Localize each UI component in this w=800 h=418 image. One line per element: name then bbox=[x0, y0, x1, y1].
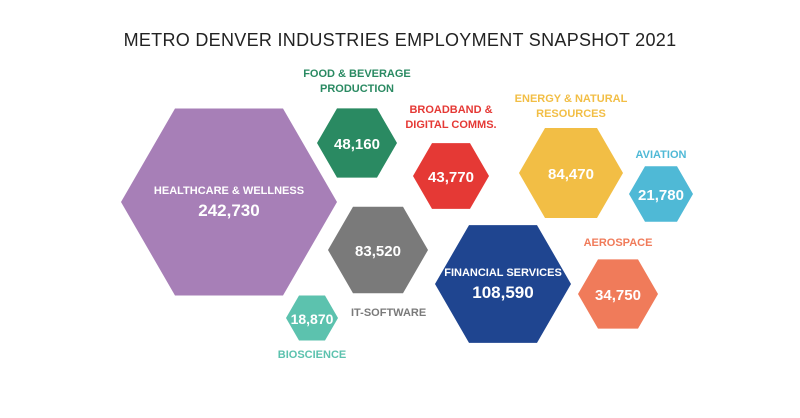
label-broadband-value: 43,770 bbox=[428, 169, 474, 186]
chart-title: METRO DENVER INDUSTRIES EMPLOYMENT SNAPS… bbox=[123, 30, 677, 50]
hex-it: 83,520 IT-SOFTWARE bbox=[328, 206, 428, 319]
label-aviation-value: 21,780 bbox=[638, 187, 684, 204]
hex-energy: 84,470 ENERGY & NATURAL RESOURCES bbox=[515, 93, 628, 218]
label-energy-name-0: ENERGY & NATURAL bbox=[515, 93, 628, 105]
hexagon-healthcare bbox=[121, 108, 337, 296]
hex-healthcare: HEALTHCARE & WELLNESS 242,730 bbox=[121, 108, 337, 296]
hexagon-food bbox=[317, 108, 397, 178]
hex-food: 48,160 FOOD & BEVERAGE PRODUCTION bbox=[303, 68, 411, 178]
label-broadband-name-1: DIGITAL COMMS. bbox=[405, 119, 496, 131]
label-it-value: 83,520 bbox=[355, 243, 401, 260]
label-healthcare-name: HEALTHCARE & WELLNESS bbox=[154, 185, 304, 197]
label-financial-name: FINANCIAL SERVICES bbox=[444, 267, 562, 279]
label-bioscience-name: BIOSCIENCE bbox=[278, 349, 346, 361]
label-financial-value: 108,590 bbox=[472, 283, 533, 302]
label-bioscience-value: 18,870 bbox=[291, 311, 334, 327]
label-broadband-name-0: BROADBAND & bbox=[409, 104, 492, 116]
hex-aerospace: 34,750 AEROSPACE bbox=[578, 237, 658, 329]
hex-bioscience: 18,870 BIOSCIENCE bbox=[278, 295, 346, 361]
hexagon-it bbox=[328, 206, 428, 294]
hex-aviation: 21,780 AVIATION bbox=[629, 149, 693, 222]
hexagon-bioscience bbox=[286, 295, 338, 341]
label-it-name: IT-SOFTWARE bbox=[351, 307, 426, 319]
label-food-name-1: PRODUCTION bbox=[320, 83, 394, 95]
hexagon-aerospace bbox=[578, 259, 658, 329]
hexagon-aviation bbox=[629, 166, 693, 222]
hexagon-energy bbox=[519, 128, 623, 218]
label-food-name-0: FOOD & BEVERAGE bbox=[303, 68, 411, 80]
label-energy-value: 84,470 bbox=[548, 166, 594, 183]
hex-financial: FINANCIAL SERVICES 108,590 bbox=[435, 225, 571, 343]
hexagon-financial bbox=[435, 225, 571, 343]
label-healthcare-value: 242,730 bbox=[198, 201, 259, 220]
label-energy-name-1: RESOURCES bbox=[536, 108, 606, 120]
label-aviation-name-0: AVIATION bbox=[636, 149, 687, 161]
label-food-value: 48,160 bbox=[334, 136, 380, 153]
label-aerospace-value: 34,750 bbox=[595, 287, 641, 304]
hexagon-broadband bbox=[413, 143, 489, 209]
label-aerospace-name-0: AEROSPACE bbox=[584, 237, 653, 249]
hex-broadband: 43,770 BROADBAND & DIGITAL COMMS. bbox=[405, 104, 497, 209]
